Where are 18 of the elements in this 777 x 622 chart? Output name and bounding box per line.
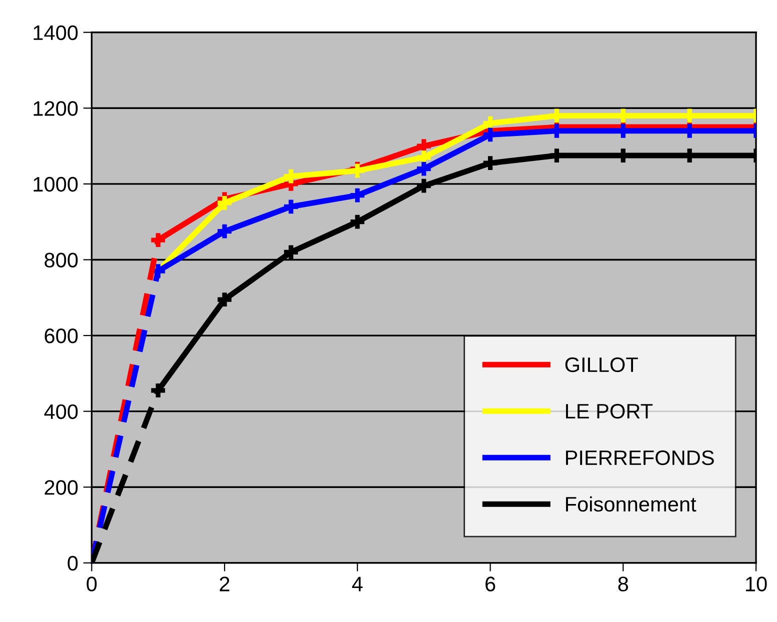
x-tick-label: 6 <box>486 576 496 592</box>
y-tick-label: 600 <box>44 328 78 344</box>
x-tick-label: 10 <box>746 576 767 592</box>
legend-label: LE PORT <box>566 404 653 419</box>
x-tick-label: 2 <box>220 576 230 592</box>
legend-label: PIERREFONDS <box>566 450 714 466</box>
y-tick-label: 200 <box>44 480 78 495</box>
x-tick-label: 8 <box>618 576 628 592</box>
legend-label: GILLOT <box>565 357 638 372</box>
y-tick-label: 800 <box>44 252 78 268</box>
y-tick-label: 1200 <box>34 101 78 116</box>
x-tick-label: 0 <box>86 576 97 592</box>
x-tick-label: 4 <box>352 576 363 592</box>
y-tick-label: 400 <box>44 404 78 420</box>
legend-label: Foisonnement <box>566 496 696 512</box>
y-tick-label: 1000 <box>34 176 78 192</box>
y-tick-label: 1400 <box>34 25 78 40</box>
y-tick-label: 0 <box>68 556 78 571</box>
